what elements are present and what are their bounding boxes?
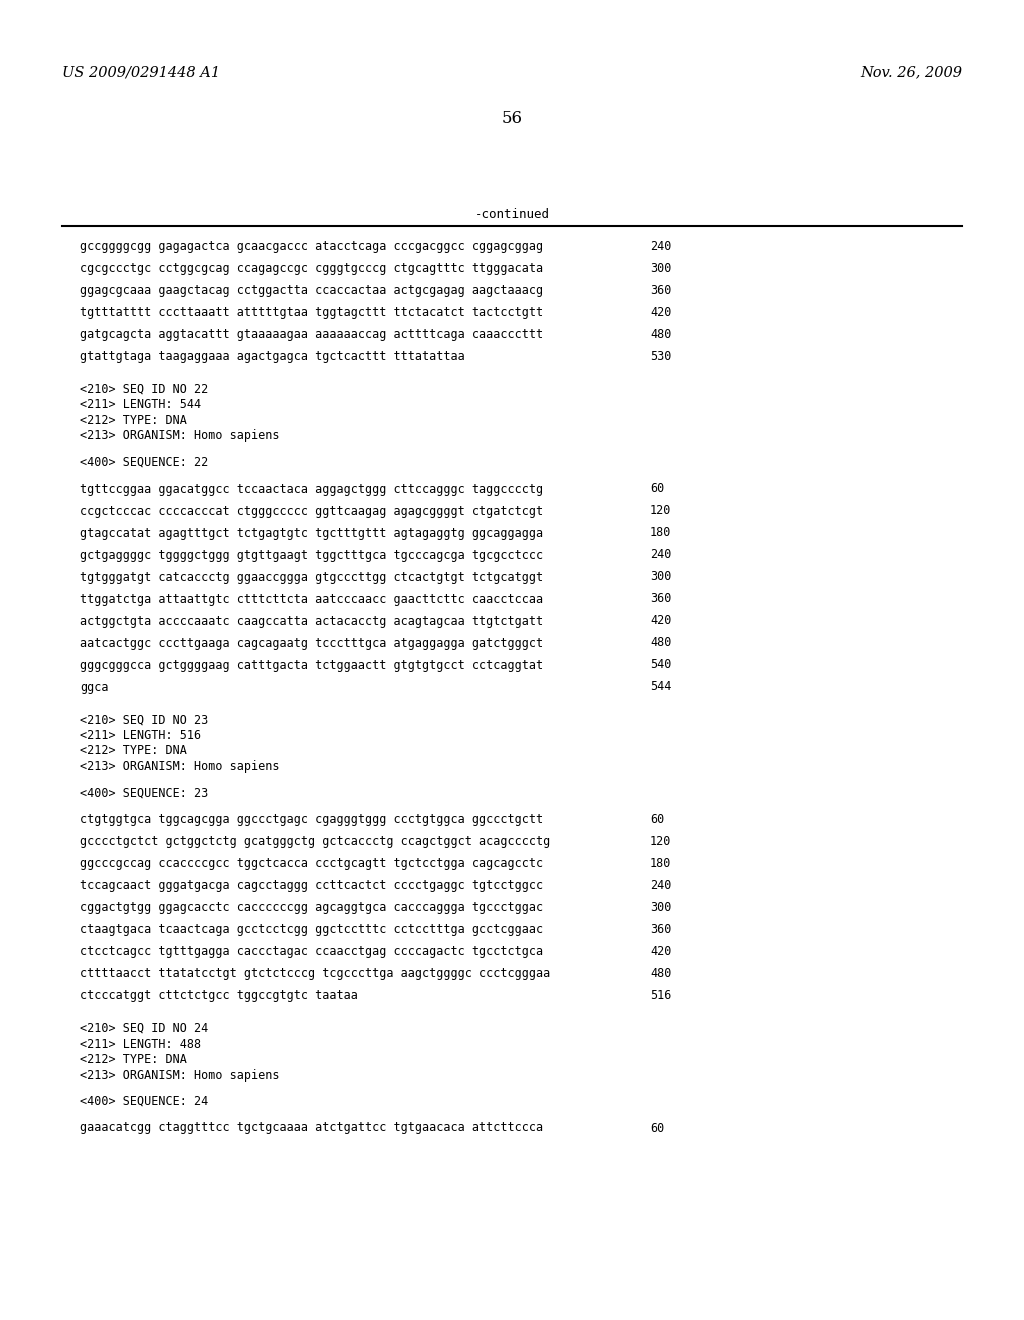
Text: -continued: -continued [474,209,550,220]
Text: 56: 56 [502,110,522,127]
Text: ctgtggtgca tggcagcgga ggccctgagc cgagggtggg ccctgtggca ggccctgctt: ctgtggtgca tggcagcgga ggccctgagc cgagggt… [80,813,543,826]
Text: <210> SEQ ID NO 24: <210> SEQ ID NO 24 [80,1022,208,1035]
Text: 300: 300 [650,902,672,913]
Text: cggactgtgg ggagcacctc caccccccgg agcaggtgca cacccaggga tgccctggac: cggactgtgg ggagcacctc caccccccgg agcaggt… [80,902,543,913]
Text: ctcccatggt cttctctgcc tggccgtgtc taataa: ctcccatggt cttctctgcc tggccgtgtc taataa [80,989,357,1002]
Text: <212> TYPE: DNA: <212> TYPE: DNA [80,1053,186,1067]
Text: 300: 300 [650,261,672,275]
Text: <213> ORGANISM: Homo sapiens: <213> ORGANISM: Homo sapiens [80,760,280,774]
Text: <213> ORGANISM: Homo sapiens: <213> ORGANISM: Homo sapiens [80,1068,280,1081]
Text: 60: 60 [650,813,665,826]
Text: gatgcagcta aggtacattt gtaaaaagaa aaaaaaccag acttttcaga caaacccttt: gatgcagcta aggtacattt gtaaaaagaa aaaaaac… [80,327,543,341]
Text: 60: 60 [650,1122,665,1134]
Text: cttttaacct ttatatcctgt gtctctcccg tcgcccttga aagctggggc ccctcgggaa: cttttaacct ttatatcctgt gtctctcccg tcgccc… [80,968,550,979]
Text: 180: 180 [650,857,672,870]
Text: gtagccatat agagtttgct tctgagtgtc tgctttgttt agtagaggtg ggcaggagga: gtagccatat agagtttgct tctgagtgtc tgctttg… [80,527,543,540]
Text: 60: 60 [650,483,665,495]
Text: ctcctcagcc tgtttgagga caccctagac ccaacctgag ccccagactc tgcctctgca: ctcctcagcc tgtttgagga caccctagac ccaacct… [80,945,543,958]
Text: <211> LENGTH: 544: <211> LENGTH: 544 [80,399,201,412]
Text: 420: 420 [650,945,672,958]
Text: gctgaggggc tggggctggg gtgttgaagt tggctttgca tgcccagcga tgcgcctccc: gctgaggggc tggggctggg gtgttgaagt tggcttt… [80,549,543,561]
Text: 300: 300 [650,570,672,583]
Text: aatcactggc cccttgaaga cagcagaatg tccctttgca atgaggagga gatctgggct: aatcactggc cccttgaaga cagcagaatg tcccttt… [80,636,543,649]
Text: 480: 480 [650,968,672,979]
Text: <212> TYPE: DNA: <212> TYPE: DNA [80,414,186,426]
Text: gtattgtaga taagaggaaa agactgagca tgctcacttt tttatattaa: gtattgtaga taagaggaaa agactgagca tgctcac… [80,350,465,363]
Text: 420: 420 [650,615,672,627]
Text: 480: 480 [650,636,672,649]
Text: 120: 120 [650,504,672,517]
Text: 516: 516 [650,989,672,1002]
Text: 240: 240 [650,240,672,253]
Text: gaaacatcgg ctaggtttcc tgctgcaaaa atctgattcc tgtgaacaca attcttccca: gaaacatcgg ctaggtttcc tgctgcaaaa atctgat… [80,1122,543,1134]
Text: ttggatctga attaattgtc ctttcttcta aatcccaacc gaacttcttc caacctccaa: ttggatctga attaattgtc ctttcttcta aatccca… [80,593,543,606]
Text: tgtttatttt cccttaaatt atttttgtaa tggtagcttt ttctacatct tactcctgtt: tgtttatttt cccttaaatt atttttgtaa tggtagc… [80,306,543,319]
Text: 240: 240 [650,879,672,892]
Text: gggcgggcca gctggggaag catttgacta tctggaactt gtgtgtgcct cctcaggtat: gggcgggcca gctggggaag catttgacta tctggaa… [80,659,543,672]
Text: <210> SEQ ID NO 22: <210> SEQ ID NO 22 [80,383,208,396]
Text: 240: 240 [650,549,672,561]
Text: <211> LENGTH: 516: <211> LENGTH: 516 [80,729,201,742]
Text: Nov. 26, 2009: Nov. 26, 2009 [860,65,962,79]
Text: tgtgggatgt catcaccctg ggaaccggga gtgcccttgg ctcactgtgt tctgcatggt: tgtgggatgt catcaccctg ggaaccggga gtgccct… [80,570,543,583]
Text: actggctgta accccaaatc caagccatta actacacctg acagtagcaa ttgtctgatt: actggctgta accccaaatc caagccatta actacac… [80,615,543,627]
Text: 360: 360 [650,593,672,606]
Text: ggagcgcaaa gaagctacag cctggactta ccaccactaa actgcgagag aagctaaacg: ggagcgcaaa gaagctacag cctggactta ccaccac… [80,284,543,297]
Text: ggcccgccag ccaccccgcc tggctcacca ccctgcagtt tgctcctgga cagcagcctc: ggcccgccag ccaccccgcc tggctcacca ccctgca… [80,857,543,870]
Text: <212> TYPE: DNA: <212> TYPE: DNA [80,744,186,758]
Text: <400> SEQUENCE: 24: <400> SEQUENCE: 24 [80,1096,208,1107]
Text: 180: 180 [650,527,672,540]
Text: tgttccggaa ggacatggcc tccaactaca aggagctggg cttccagggc taggcccctg: tgttccggaa ggacatggcc tccaactaca aggagct… [80,483,543,495]
Text: tccagcaact gggatgacga cagcctaggg ccttcactct cccctgaggc tgtcctggcc: tccagcaact gggatgacga cagcctaggg ccttcac… [80,879,543,892]
Text: <400> SEQUENCE: 22: <400> SEQUENCE: 22 [80,455,208,469]
Text: 540: 540 [650,659,672,672]
Text: cgcgccctgc cctggcgcag ccagagccgc cgggtgcccg ctgcagtttc ttgggacata: cgcgccctgc cctggcgcag ccagagccgc cgggtgc… [80,261,543,275]
Text: <211> LENGTH: 488: <211> LENGTH: 488 [80,1038,201,1051]
Text: <210> SEQ ID NO 23: <210> SEQ ID NO 23 [80,714,208,726]
Text: 480: 480 [650,327,672,341]
Text: <213> ORGANISM: Homo sapiens: <213> ORGANISM: Homo sapiens [80,429,280,442]
Text: US 2009/0291448 A1: US 2009/0291448 A1 [62,65,220,79]
Text: 544: 544 [650,681,672,693]
Text: gccggggcgg gagagactca gcaacgaccc atacctcaga cccgacggcc cggagcggag: gccggggcgg gagagactca gcaacgaccc atacctc… [80,240,543,253]
Text: ctaagtgaca tcaactcaga gcctcctcgg ggctcctttc cctcctttga gcctcggaac: ctaagtgaca tcaactcaga gcctcctcgg ggctcct… [80,923,543,936]
Text: ccgctcccac ccccacccat ctgggccccc ggttcaagag agagcggggt ctgatctcgt: ccgctcccac ccccacccat ctgggccccc ggttcaa… [80,504,543,517]
Text: <400> SEQUENCE: 23: <400> SEQUENCE: 23 [80,787,208,800]
Text: 420: 420 [650,306,672,319]
Text: 360: 360 [650,284,672,297]
Text: 360: 360 [650,923,672,936]
Text: ggca: ggca [80,681,109,693]
Text: gcccctgctct gctggctctg gcatgggctg gctcaccctg ccagctggct acagcccctg: gcccctgctct gctggctctg gcatgggctg gctcac… [80,836,550,847]
Text: 120: 120 [650,836,672,847]
Text: 530: 530 [650,350,672,363]
